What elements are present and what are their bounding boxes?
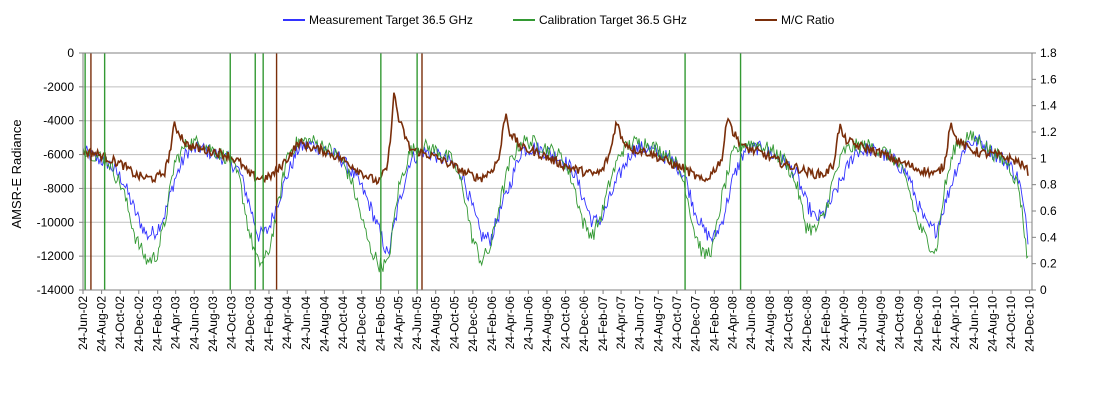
- y-right-tick-label: 0.2: [1040, 257, 1057, 271]
- x-tick-label: 24-Feb-10: [930, 296, 944, 352]
- y-left-tick-label: -8000: [43, 181, 74, 195]
- x-tick-label: 24-Jun-05: [410, 296, 424, 350]
- x-tick-label: 24-Feb-08: [707, 296, 721, 352]
- x-tick-label: 24-Dec-06: [577, 296, 591, 352]
- legend-label: Calibration Target 36.5 GHz: [539, 13, 687, 27]
- x-tick-label: 24-Apr-04: [280, 296, 294, 350]
- plot-area: [83, 53, 1029, 290]
- x-tick-label: 24-Feb-03: [151, 296, 165, 352]
- x-tick-label: 24-Aug-06: [540, 296, 554, 352]
- x-tick-label: 24-Apr-03: [169, 296, 183, 350]
- x-tick-label: 24-Jun-06: [521, 296, 535, 350]
- x-tick-label: 24-Oct-10: [1004, 296, 1018, 350]
- x-tick-label: 24-Aug-05: [429, 296, 443, 352]
- x-tick-label: 24-Dec-09: [911, 296, 925, 352]
- x-tick-label: 24-Apr-07: [614, 296, 628, 350]
- x-tick-label: 24-Aug-03: [206, 296, 220, 352]
- x-tick-label: 24-Aug-09: [874, 296, 888, 352]
- x-tick-label: 24-Feb-05: [374, 296, 388, 352]
- x-tick-label: 24-Apr-09: [837, 296, 851, 350]
- x-tick-label: 24-Dec-05: [466, 296, 480, 352]
- y-right-tick-label: 0.4: [1040, 230, 1057, 244]
- x-tick-label: 24-Apr-06: [503, 296, 517, 350]
- series-line-1: [83, 130, 1029, 273]
- x-tick-label: 24-Feb-07: [596, 296, 610, 352]
- x-tick-label: 24-Dec-07: [688, 296, 702, 352]
- x-tick-label: 24-Apr-08: [726, 296, 740, 350]
- y-left-tick-label: -6000: [43, 148, 74, 162]
- series-line-2: [83, 92, 1029, 186]
- x-tick-label: 24-Oct-08: [781, 296, 795, 350]
- x-tick-label: 24-Feb-06: [485, 296, 499, 352]
- x-tick-label: 24-Oct-05: [447, 296, 461, 350]
- x-tick-label: 24-Oct-04: [336, 296, 350, 350]
- y-left-tick-label: -2000: [43, 80, 74, 94]
- grid: [83, 52, 1032, 291]
- x-tick-label: 24-Aug-10: [985, 296, 999, 352]
- x-tick-label: 24-Dec-04: [355, 296, 369, 352]
- x-tick-label: 24-Oct-06: [559, 296, 573, 350]
- y-right-tick-label: 1.4: [1040, 99, 1057, 113]
- x-tick-label: 24-Dec-10: [1023, 296, 1037, 352]
- y-left-tick-label: -12000: [37, 249, 75, 263]
- x-tick-label: 24-Jun-10: [967, 296, 981, 350]
- y-left-tick-label: -10000: [37, 215, 75, 229]
- x-tick-label: 24-Aug-04: [317, 296, 331, 352]
- x-tick-label: 24-Feb-04: [262, 296, 276, 352]
- x-tick-label: 24-Dec-03: [243, 296, 257, 352]
- x-tick-label: 24-Apr-05: [392, 296, 406, 350]
- x-tick-label: 24-Aug-07: [651, 296, 665, 352]
- x-tick-label: 24-Feb-09: [819, 296, 833, 352]
- legend-label: M/C Ratio: [781, 13, 835, 27]
- x-tick-label: 24-Oct-09: [893, 296, 907, 350]
- x-tick-label: 24-Jun-02: [76, 296, 90, 350]
- x-tick-label: 24-Dec-08: [800, 296, 814, 352]
- x-tick-label: 24-Aug-02: [95, 296, 109, 352]
- y-right-tick-label: 0.6: [1040, 204, 1057, 218]
- x-tick-label: 24-Oct-02: [113, 296, 127, 350]
- y-right-tick-label: 0: [1040, 283, 1047, 297]
- x-tick-label: 24-Dec-02: [132, 296, 146, 352]
- x-tick-label: 24-Jun-04: [299, 296, 313, 350]
- y-right-tick-label: 1.6: [1040, 72, 1057, 86]
- x-tick-label: 24-Jun-03: [187, 296, 201, 350]
- x-tick-label: 24-Oct-07: [670, 296, 684, 350]
- y-right-tick-label: 1.2: [1040, 125, 1057, 139]
- x-tick-label: 24-Jun-08: [744, 296, 758, 350]
- legend: Measurement Target 36.5 GHz Calibration T…: [283, 13, 835, 27]
- y-left-axis-title: AMSR-E Radiance: [9, 119, 24, 228]
- legend-label: Measurement Target 36.5 GHz: [309, 13, 473, 27]
- y-right-tick-label: 1: [1040, 151, 1047, 165]
- x-tick-label: 24-Aug-08: [763, 296, 777, 352]
- y-right-tick-label: 0.8: [1040, 178, 1057, 192]
- y-right-tick-label: 1.8: [1040, 46, 1057, 60]
- x-tick-label: 24-Jun-09: [856, 296, 870, 350]
- y-left-tick-label: 0: [67, 46, 74, 60]
- plot-frame: [82, 52, 1033, 291]
- x-tick-label: 24-Apr-10: [948, 296, 962, 350]
- x-tick-label: 24-Oct-03: [224, 296, 238, 350]
- axes: 0 -2000 -4000 -6000 -8000 -10000 -12000 -14000 1…: [37, 46, 1057, 352]
- y-left-tick-label: -14000: [37, 283, 75, 297]
- x-tick-label: 24-Jun-07: [633, 296, 647, 350]
- y-left-tick-label: -4000: [43, 114, 74, 128]
